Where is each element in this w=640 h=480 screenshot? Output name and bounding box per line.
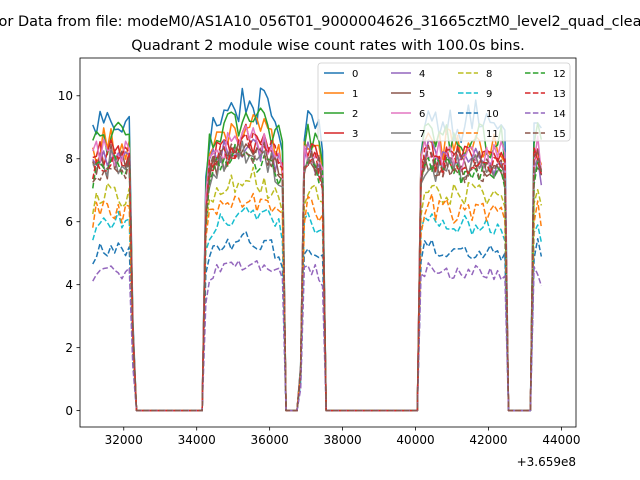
series-line-15 (92, 142, 543, 412)
axes-frame (79, 57, 577, 428)
x-tick-label: 40000 (396, 433, 434, 447)
y-tick-label: 2 (65, 341, 73, 355)
legend-label-1: 1 (352, 89, 358, 100)
legend-label-15: 15 (553, 129, 566, 140)
legend-label-6: 6 (419, 109, 425, 120)
legend-box (317, 62, 571, 142)
x-tick-label: 44000 (542, 433, 580, 447)
x-tick-label: 38000 (323, 433, 361, 447)
legend-label-10: 10 (486, 109, 499, 120)
y-tick-label: 8 (65, 152, 73, 166)
y-tick-label: 10 (58, 89, 73, 103)
axes-title: Quadrant 2 module wise count rates with … (131, 38, 525, 54)
legend-label-7: 7 (419, 129, 425, 140)
legend-label-2: 2 (352, 109, 358, 120)
legend-label-9: 9 (486, 89, 492, 100)
legend-label-12: 12 (553, 69, 566, 80)
series-line-14 (92, 259, 543, 412)
y-tick-label: 0 (65, 404, 73, 418)
y-tick-label: 6 (65, 215, 73, 229)
legend-label-13: 13 (553, 89, 566, 100)
legend-label-14: 14 (553, 109, 566, 120)
axes-layer: 32000 34000 36000 38000 40000 42000 44000 0 2 4 6 8… (58, 57, 581, 447)
series-line-9 (92, 205, 543, 412)
legend-label-4: 4 (419, 69, 425, 80)
legend-label-8: 8 (486, 69, 492, 80)
series-layer (92, 87, 543, 412)
legend-label-5: 5 (419, 89, 425, 100)
x-offset-label: +3.659e8 (517, 455, 576, 469)
x-tick-label: 32000 (105, 433, 143, 447)
legend-label-0: 0 (352, 69, 358, 80)
series-group (92, 87, 543, 412)
x-tick-label: 34000 (178, 433, 216, 447)
legend-label-11: 11 (486, 129, 499, 140)
x-tick-label: 42000 (469, 433, 507, 447)
figure-suptitle: Plot for Data from file: modeM0/AS1A10_0… (0, 14, 640, 30)
y-tick-label: 4 (65, 278, 73, 292)
legend-label-3: 3 (352, 129, 358, 140)
x-tick-label: 36000 (251, 433, 289, 447)
